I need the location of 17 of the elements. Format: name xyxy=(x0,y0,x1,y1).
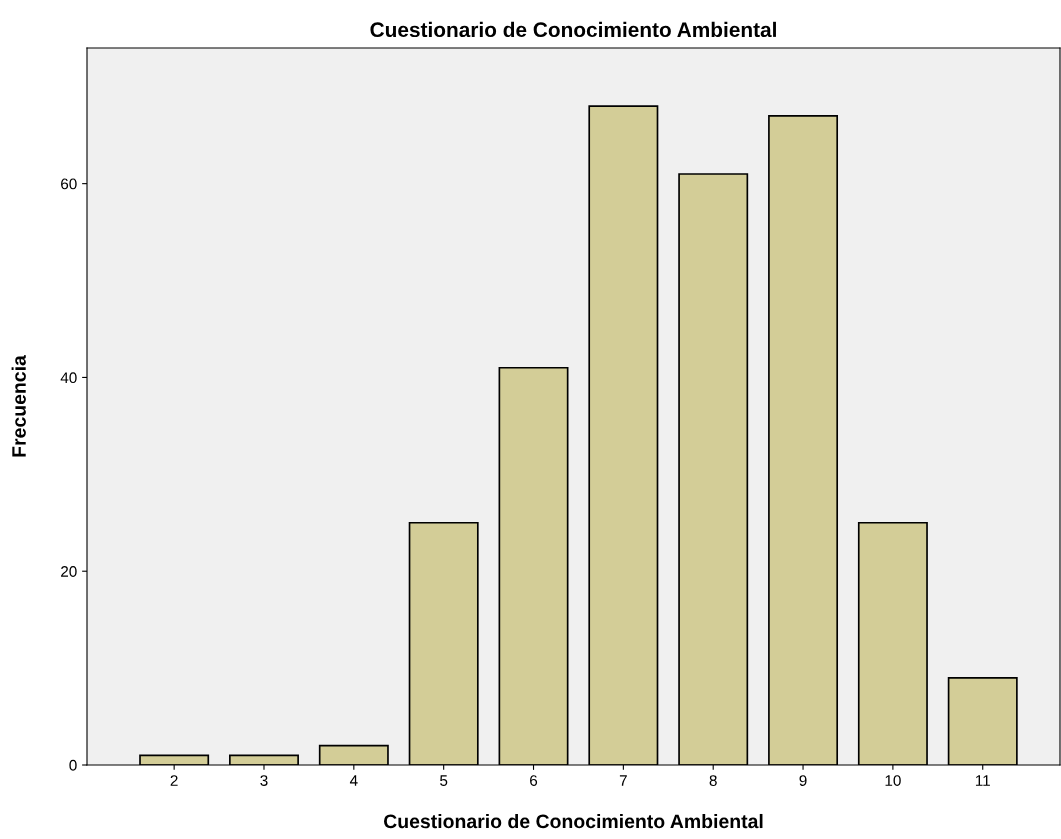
x-tick-label: 3 xyxy=(260,775,268,786)
x-tick-label: 4 xyxy=(349,775,358,786)
x-axis-title: Cuestionario de Conocimiento Ambiental xyxy=(384,813,763,829)
x-tick-label: 2 xyxy=(170,775,178,786)
y-tick-label: 40 xyxy=(60,372,77,384)
x-tick-label: 5 xyxy=(440,775,448,786)
chart-title: Cuestionario de Conocimiento Ambiental xyxy=(370,21,776,38)
x-tick-label: 8 xyxy=(709,775,717,786)
x-tick-label: 7 xyxy=(619,775,627,786)
x-tick-label: 9 xyxy=(799,775,807,786)
x-tick-label: 11 xyxy=(975,775,990,786)
y-tick-label: 60 xyxy=(61,178,77,190)
y-axis-title: Frecuencia xyxy=(11,355,26,457)
y-tick-label: 0 xyxy=(69,759,77,771)
x-tick-label: 10 xyxy=(885,775,901,786)
y-tick-label: 20 xyxy=(61,566,77,577)
x-tick-label: 6 xyxy=(530,775,538,786)
